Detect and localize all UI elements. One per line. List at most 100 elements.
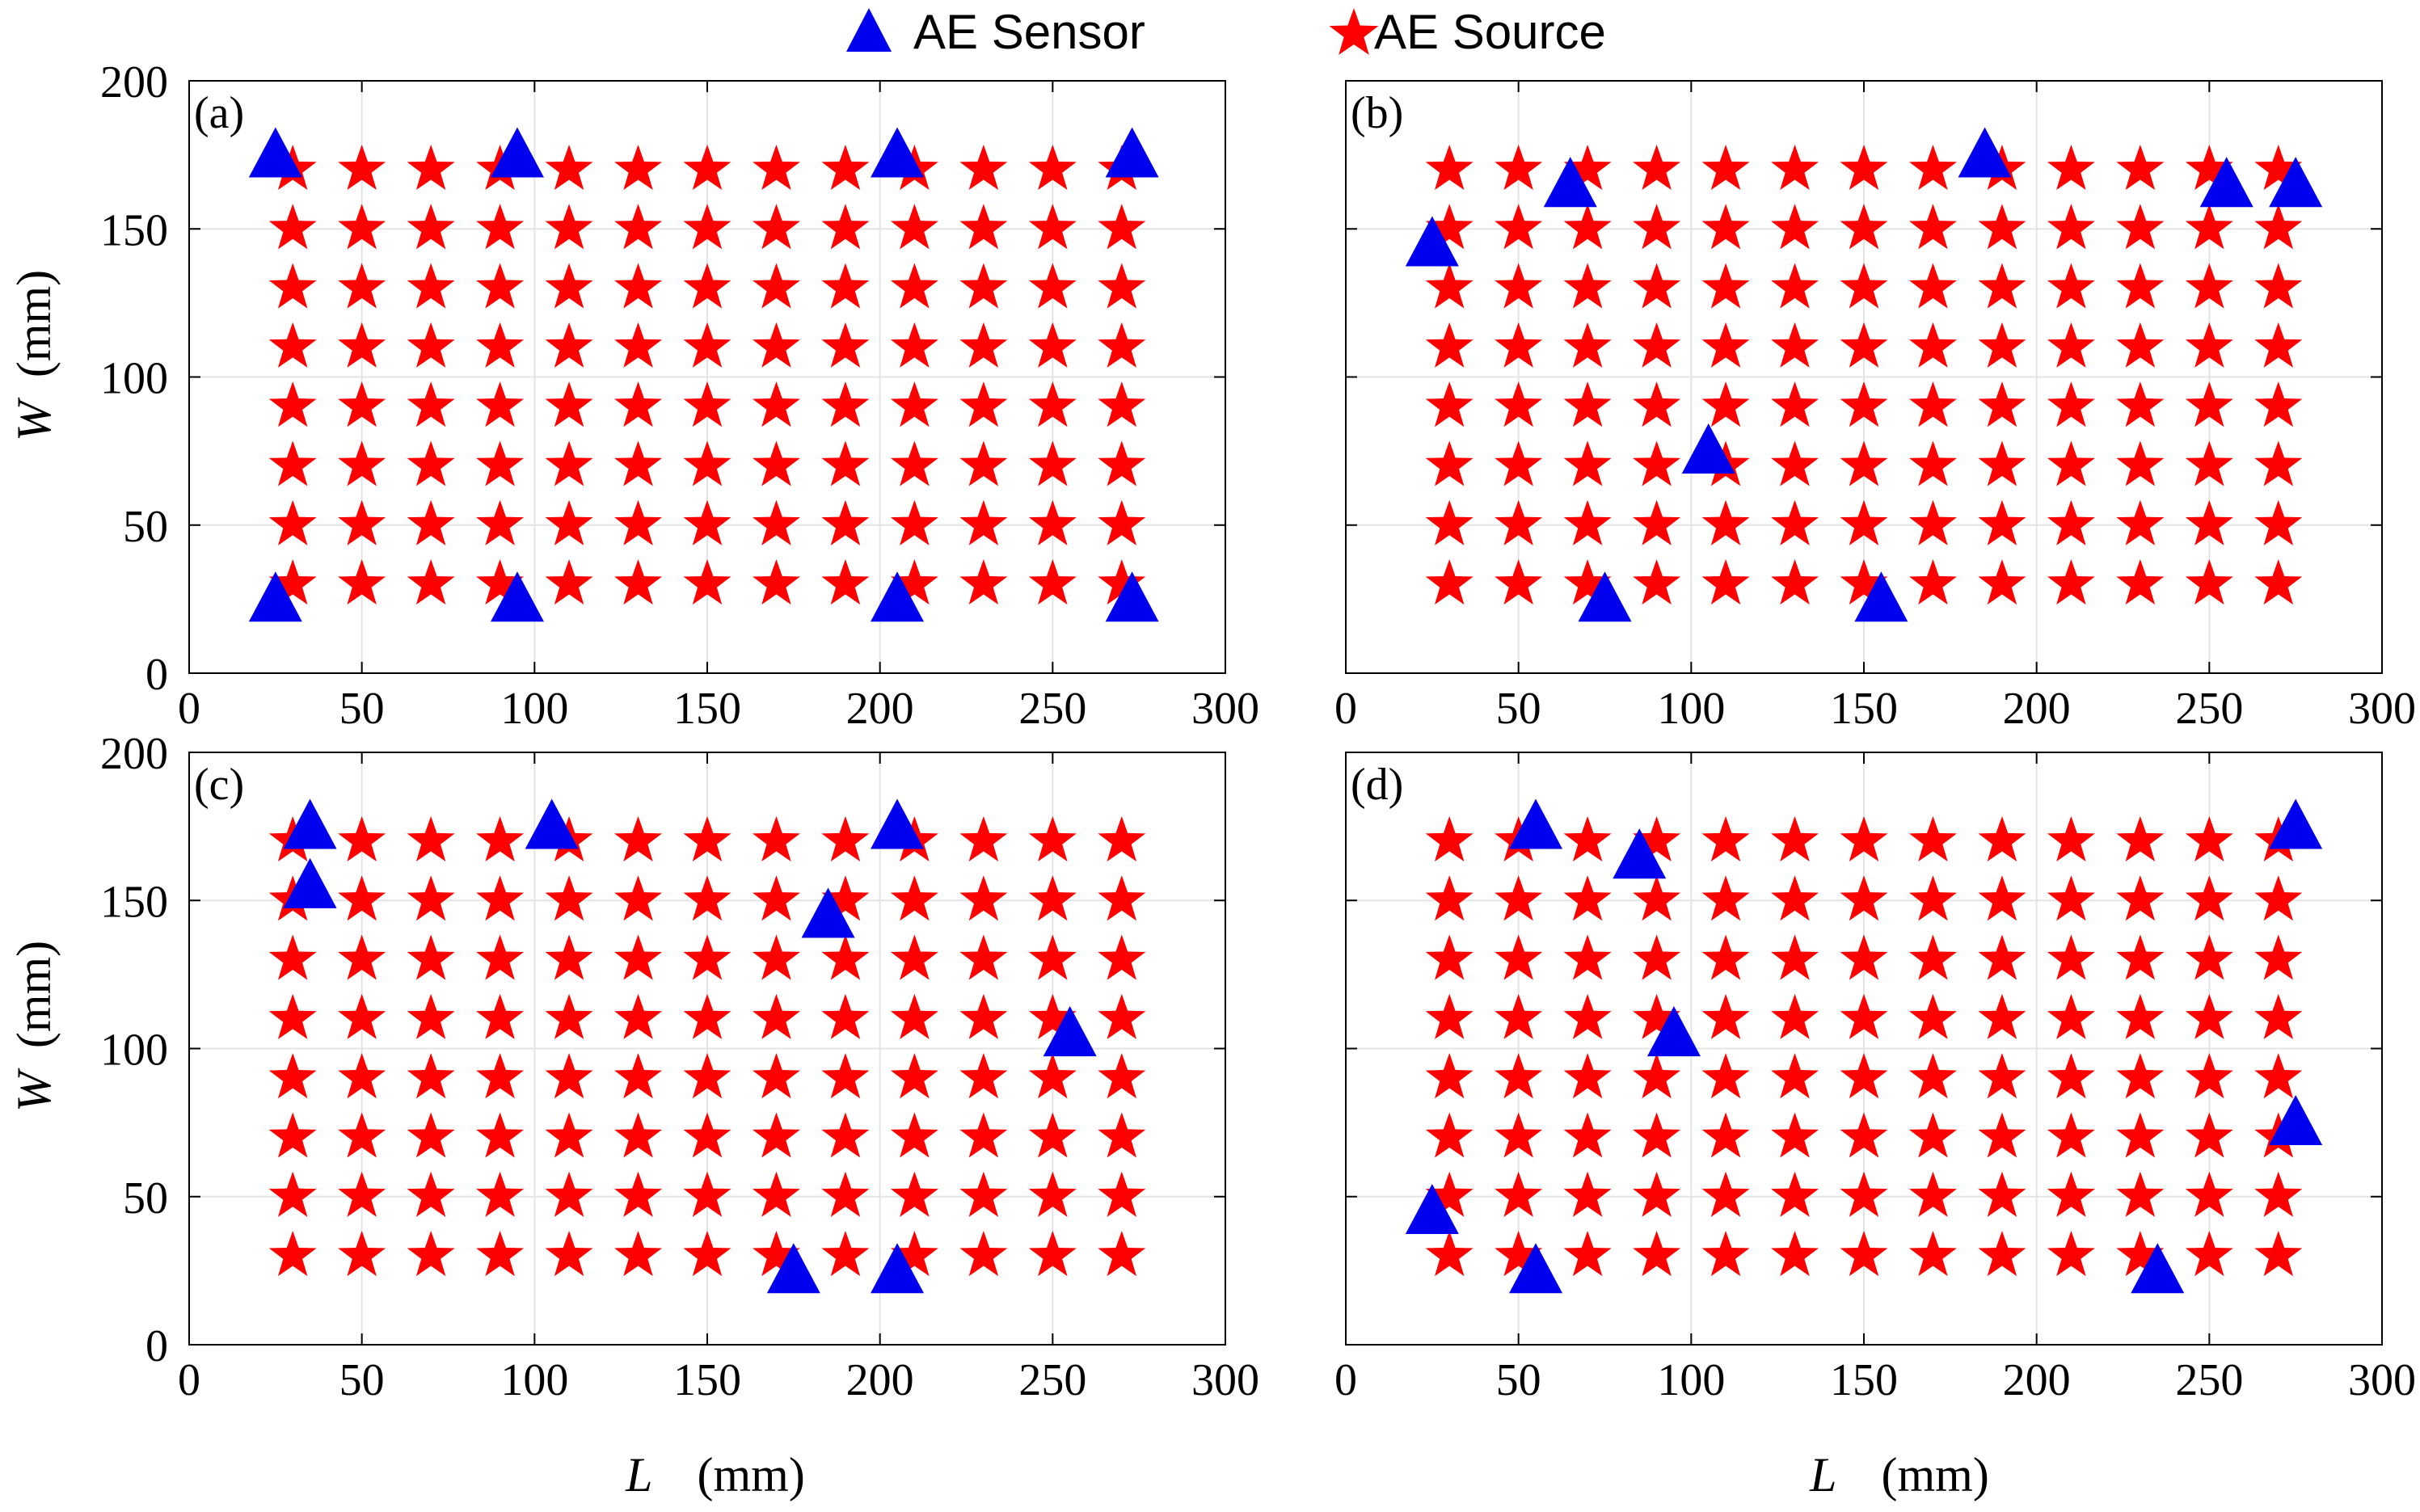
source-marker: [2116, 815, 2165, 862]
source-marker: [1563, 875, 1612, 921]
source-marker: [1425, 440, 1474, 486]
source-marker: [1840, 381, 1888, 427]
sensor-marker: [283, 798, 337, 849]
source-marker: [268, 1171, 317, 1217]
legend-sensor-label: AE Sensor: [913, 5, 1145, 59]
source-marker: [752, 381, 800, 427]
source-marker: [407, 993, 455, 1039]
source-marker: [1771, 815, 1819, 862]
y-tick-label: 100: [100, 354, 168, 404]
x-tick-label: 0: [1334, 1355, 1357, 1405]
y-axis-unit-bottom: (mm): [7, 941, 61, 1048]
source-marker: [959, 204, 1008, 250]
source-marker: [1978, 815, 2026, 862]
source-marker: [2047, 815, 2095, 862]
sensor-marker: [2269, 798, 2323, 849]
source-marker: [407, 934, 455, 980]
source-marker: [1978, 440, 2026, 486]
source-marker: [683, 204, 731, 250]
source-marker: [821, 815, 870, 862]
source-marker: [268, 204, 317, 250]
source-marker: [1840, 204, 1888, 250]
source-marker: [752, 1231, 800, 1277]
source-marker: [1840, 993, 1888, 1039]
source-marker: [1633, 381, 1681, 427]
source-marker: [2116, 440, 2165, 486]
source-marker: [1840, 1112, 1888, 1158]
source-marker: [476, 1171, 525, 1217]
source-marker: [2254, 322, 2303, 368]
source-marker: [2047, 381, 2095, 427]
source-marker: [683, 934, 731, 980]
source-marker: [614, 322, 663, 368]
source-marker: [2185, 381, 2233, 427]
y-axis-var-bottom: W: [7, 1068, 61, 1112]
source-marker: [614, 1171, 663, 1217]
source-marker: [2116, 144, 2165, 191]
source-marker: [2047, 993, 2095, 1039]
source-marker: [407, 559, 455, 605]
x-tick-label: 100: [1657, 1355, 1725, 1405]
source-marker: [1771, 934, 1819, 980]
source-marker: [890, 322, 938, 368]
source-marker: [1028, 1231, 1077, 1277]
source-marker: [2254, 559, 2303, 605]
source-marker: [2185, 440, 2233, 486]
source-marker: [614, 144, 663, 191]
source-marker: [1563, 263, 1612, 309]
source-marker: [545, 263, 593, 309]
source-marker: [1563, 1112, 1612, 1158]
source-marker: [1563, 322, 1612, 368]
source-marker: [959, 993, 1008, 1039]
source-marker: [1495, 381, 1543, 427]
sensor-marker: [1854, 571, 1908, 622]
source-marker: [338, 934, 386, 980]
source-marker: [268, 263, 317, 309]
source-marker: [2185, 499, 2233, 545]
source-marker: [683, 322, 731, 368]
source-marker: [1771, 559, 1819, 605]
source-marker: [2254, 1053, 2303, 1099]
source-marker: [1098, 993, 1146, 1039]
x-tick-label: 250: [1018, 684, 1086, 734]
source-marker: [2185, 322, 2233, 368]
source-marker: [683, 499, 731, 545]
source-marker: [1908, 875, 1957, 921]
panel-label: (d): [1351, 760, 1403, 810]
source-marker: [890, 934, 938, 980]
source-marker: [1771, 993, 1819, 1039]
source-marker: [407, 381, 455, 427]
source-marker: [1978, 322, 2026, 368]
source-marker: [338, 993, 386, 1039]
x-axis-var-left: L: [625, 1448, 652, 1501]
source-marker: [1563, 815, 1612, 862]
source-marker: [821, 559, 870, 605]
x-tick-label: 0: [178, 1355, 200, 1405]
source-marker: [1098, 815, 1146, 862]
source-marker: [683, 815, 731, 862]
source-marker: [1978, 1171, 2026, 1217]
source-marker: [1633, 815, 1681, 862]
source-marker: [1495, 993, 1543, 1039]
source-marker: [1098, 499, 1146, 545]
source-marker: [2047, 934, 2095, 980]
source-marker: [959, 322, 1008, 368]
source-marker: [1840, 934, 1888, 980]
source-marker: [1098, 1231, 1146, 1277]
source-marker: [1908, 815, 1957, 862]
source-marker: [476, 204, 525, 250]
panel-a: 0 50 100 150 200 250 300 0 50 100 150 200 (a): [100, 57, 1259, 734]
source-marker: [268, 559, 317, 605]
source-marker: [476, 875, 525, 921]
source-marker: [614, 499, 663, 545]
x-tick-label: 50: [1496, 1355, 1541, 1405]
source-marker: [1563, 934, 1612, 980]
source-marker: [407, 815, 455, 862]
source-marker: [890, 559, 938, 605]
source-marker: [1978, 204, 2026, 250]
source-marker: [1771, 204, 1819, 250]
source-marker: [1495, 144, 1543, 191]
source-marker: [1425, 322, 1474, 368]
source-marker: [1098, 1171, 1146, 1217]
source-marker: [1028, 1112, 1077, 1158]
